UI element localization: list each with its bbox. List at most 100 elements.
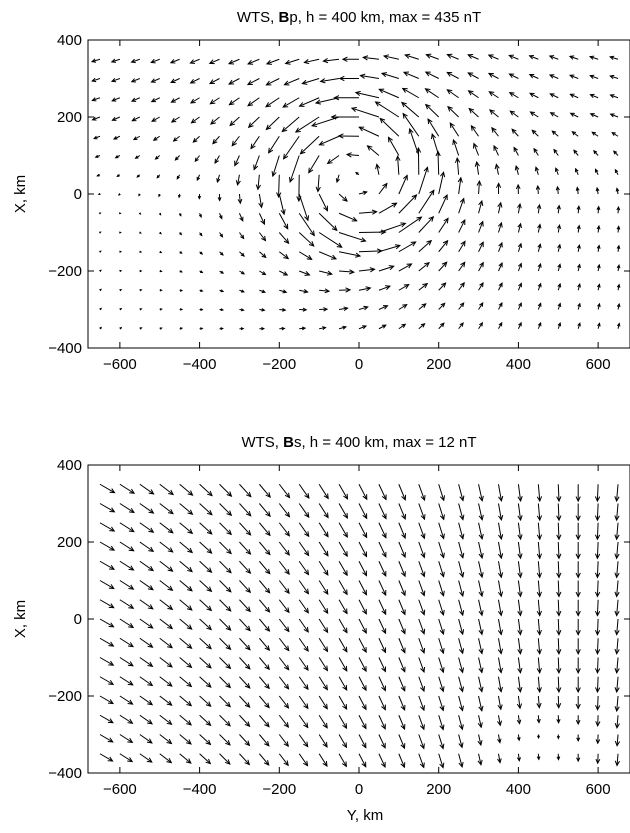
field-arrow-head — [282, 102, 289, 108]
field-arrow — [555, 185, 560, 195]
field-arrow-head — [419, 743, 425, 750]
field-arrow-shaft — [398, 216, 422, 233]
field-arrow-shaft — [438, 282, 447, 291]
field-arrow-shaft — [379, 118, 400, 137]
field-arrow-shaft — [99, 599, 114, 609]
field-arrow-head — [459, 571, 465, 579]
field-arrow-shaft — [438, 580, 445, 596]
field-arrow-shaft — [549, 55, 559, 60]
field-arrow — [478, 638, 484, 655]
field-arrow — [294, 116, 320, 133]
field-arrow — [159, 483, 175, 496]
field-arrow-shaft — [99, 483, 115, 494]
field-arrow — [265, 97, 280, 108]
field-arrow — [478, 618, 484, 636]
field-arrow-shaft — [278, 522, 290, 537]
field-arrow-head — [330, 114, 337, 120]
field-arrow-head — [497, 610, 504, 617]
field-arrow — [99, 599, 115, 609]
field-arrow-head — [458, 667, 465, 674]
field-arrow-head — [537, 321, 542, 327]
field-arrow — [378, 657, 387, 673]
field-arrow-head — [420, 666, 426, 674]
field-arrow — [110, 78, 121, 83]
panel-bs-arrows — [99, 483, 621, 769]
field-arrow — [99, 307, 102, 311]
field-arrow-head — [460, 281, 465, 288]
field-arrow — [247, 58, 260, 65]
field-arrow-shaft — [438, 657, 444, 673]
field-arrow-shaft — [338, 580, 348, 595]
field-arrow — [278, 560, 290, 576]
field-arrow-head — [224, 759, 231, 765]
field-arrow-head — [478, 648, 484, 655]
field-arrow-head — [537, 243, 542, 249]
field-arrow-head — [478, 495, 484, 502]
field-arrow — [497, 201, 503, 214]
field-arrow — [458, 618, 465, 636]
field-arrow-shaft — [159, 714, 172, 725]
field-arrow — [278, 637, 290, 652]
field-arrow-head — [571, 131, 577, 136]
field-arrow-shaft — [298, 734, 309, 747]
field-arrow-shaft — [318, 637, 328, 652]
field-arrow-shaft — [258, 580, 271, 594]
field-arrow — [139, 503, 155, 514]
field-arrow-head — [200, 327, 204, 330]
field-arrow-shaft — [557, 657, 560, 673]
field-arrow-shaft — [358, 325, 367, 330]
field-arrow — [554, 167, 559, 175]
field-arrow — [119, 734, 134, 744]
field-arrow — [398, 194, 418, 214]
field-arrow-head — [400, 222, 407, 228]
field-arrow-head — [284, 645, 290, 652]
field-arrow — [136, 174, 141, 178]
field-arrow-head — [225, 740, 231, 746]
field-arrow-head — [322, 741, 328, 748]
field-arrow-head — [112, 135, 118, 140]
field-arrow-shaft — [358, 484, 368, 500]
field-arrow — [219, 483, 233, 497]
field-arrow-shaft — [537, 715, 540, 723]
field-arrow — [119, 231, 122, 234]
field-arrow-shaft — [199, 522, 213, 535]
field-arrow-shaft — [418, 216, 434, 233]
field-arrow — [398, 263, 413, 272]
field-arrow-shaft — [358, 580, 367, 595]
field-arrow — [119, 522, 135, 533]
y-tick-label: 400 — [57, 32, 82, 49]
field-arrow — [573, 149, 579, 156]
field-arrow-shaft — [173, 135, 180, 142]
field-arrow-head — [179, 251, 183, 254]
field-arrow — [319, 288, 331, 294]
field-arrow — [470, 124, 479, 137]
field-arrow-head — [187, 490, 194, 496]
field-arrow-head — [355, 252, 362, 258]
field-arrow — [279, 307, 287, 312]
field-arrow-shaft — [191, 116, 200, 124]
field-arrow-head — [109, 526, 116, 532]
field-arrow — [139, 580, 154, 591]
field-arrow — [132, 135, 141, 141]
field-arrow — [358, 561, 368, 577]
field-arrow-shaft — [616, 561, 619, 578]
field-arrow — [338, 522, 348, 539]
field-arrow — [139, 753, 153, 763]
field-arrow-shaft — [219, 541, 232, 554]
field-arrow-head — [323, 205, 328, 212]
field-arrow-head — [298, 102, 305, 107]
field-arrow — [98, 212, 102, 215]
field-arrow-head — [198, 214, 202, 218]
field-arrow-head — [324, 288, 331, 294]
field-arrow — [159, 580, 174, 591]
field-arrow-shaft — [199, 734, 211, 745]
field-arrow-shaft — [446, 71, 459, 79]
field-arrow — [454, 156, 461, 175]
field-arrow-head — [303, 722, 309, 729]
field-arrow — [536, 695, 542, 709]
field-arrow — [378, 618, 387, 635]
field-arrow — [338, 637, 348, 653]
field-arrow-shaft — [577, 225, 580, 233]
field-arrow — [404, 53, 419, 60]
field-arrow-shaft — [458, 177, 462, 195]
